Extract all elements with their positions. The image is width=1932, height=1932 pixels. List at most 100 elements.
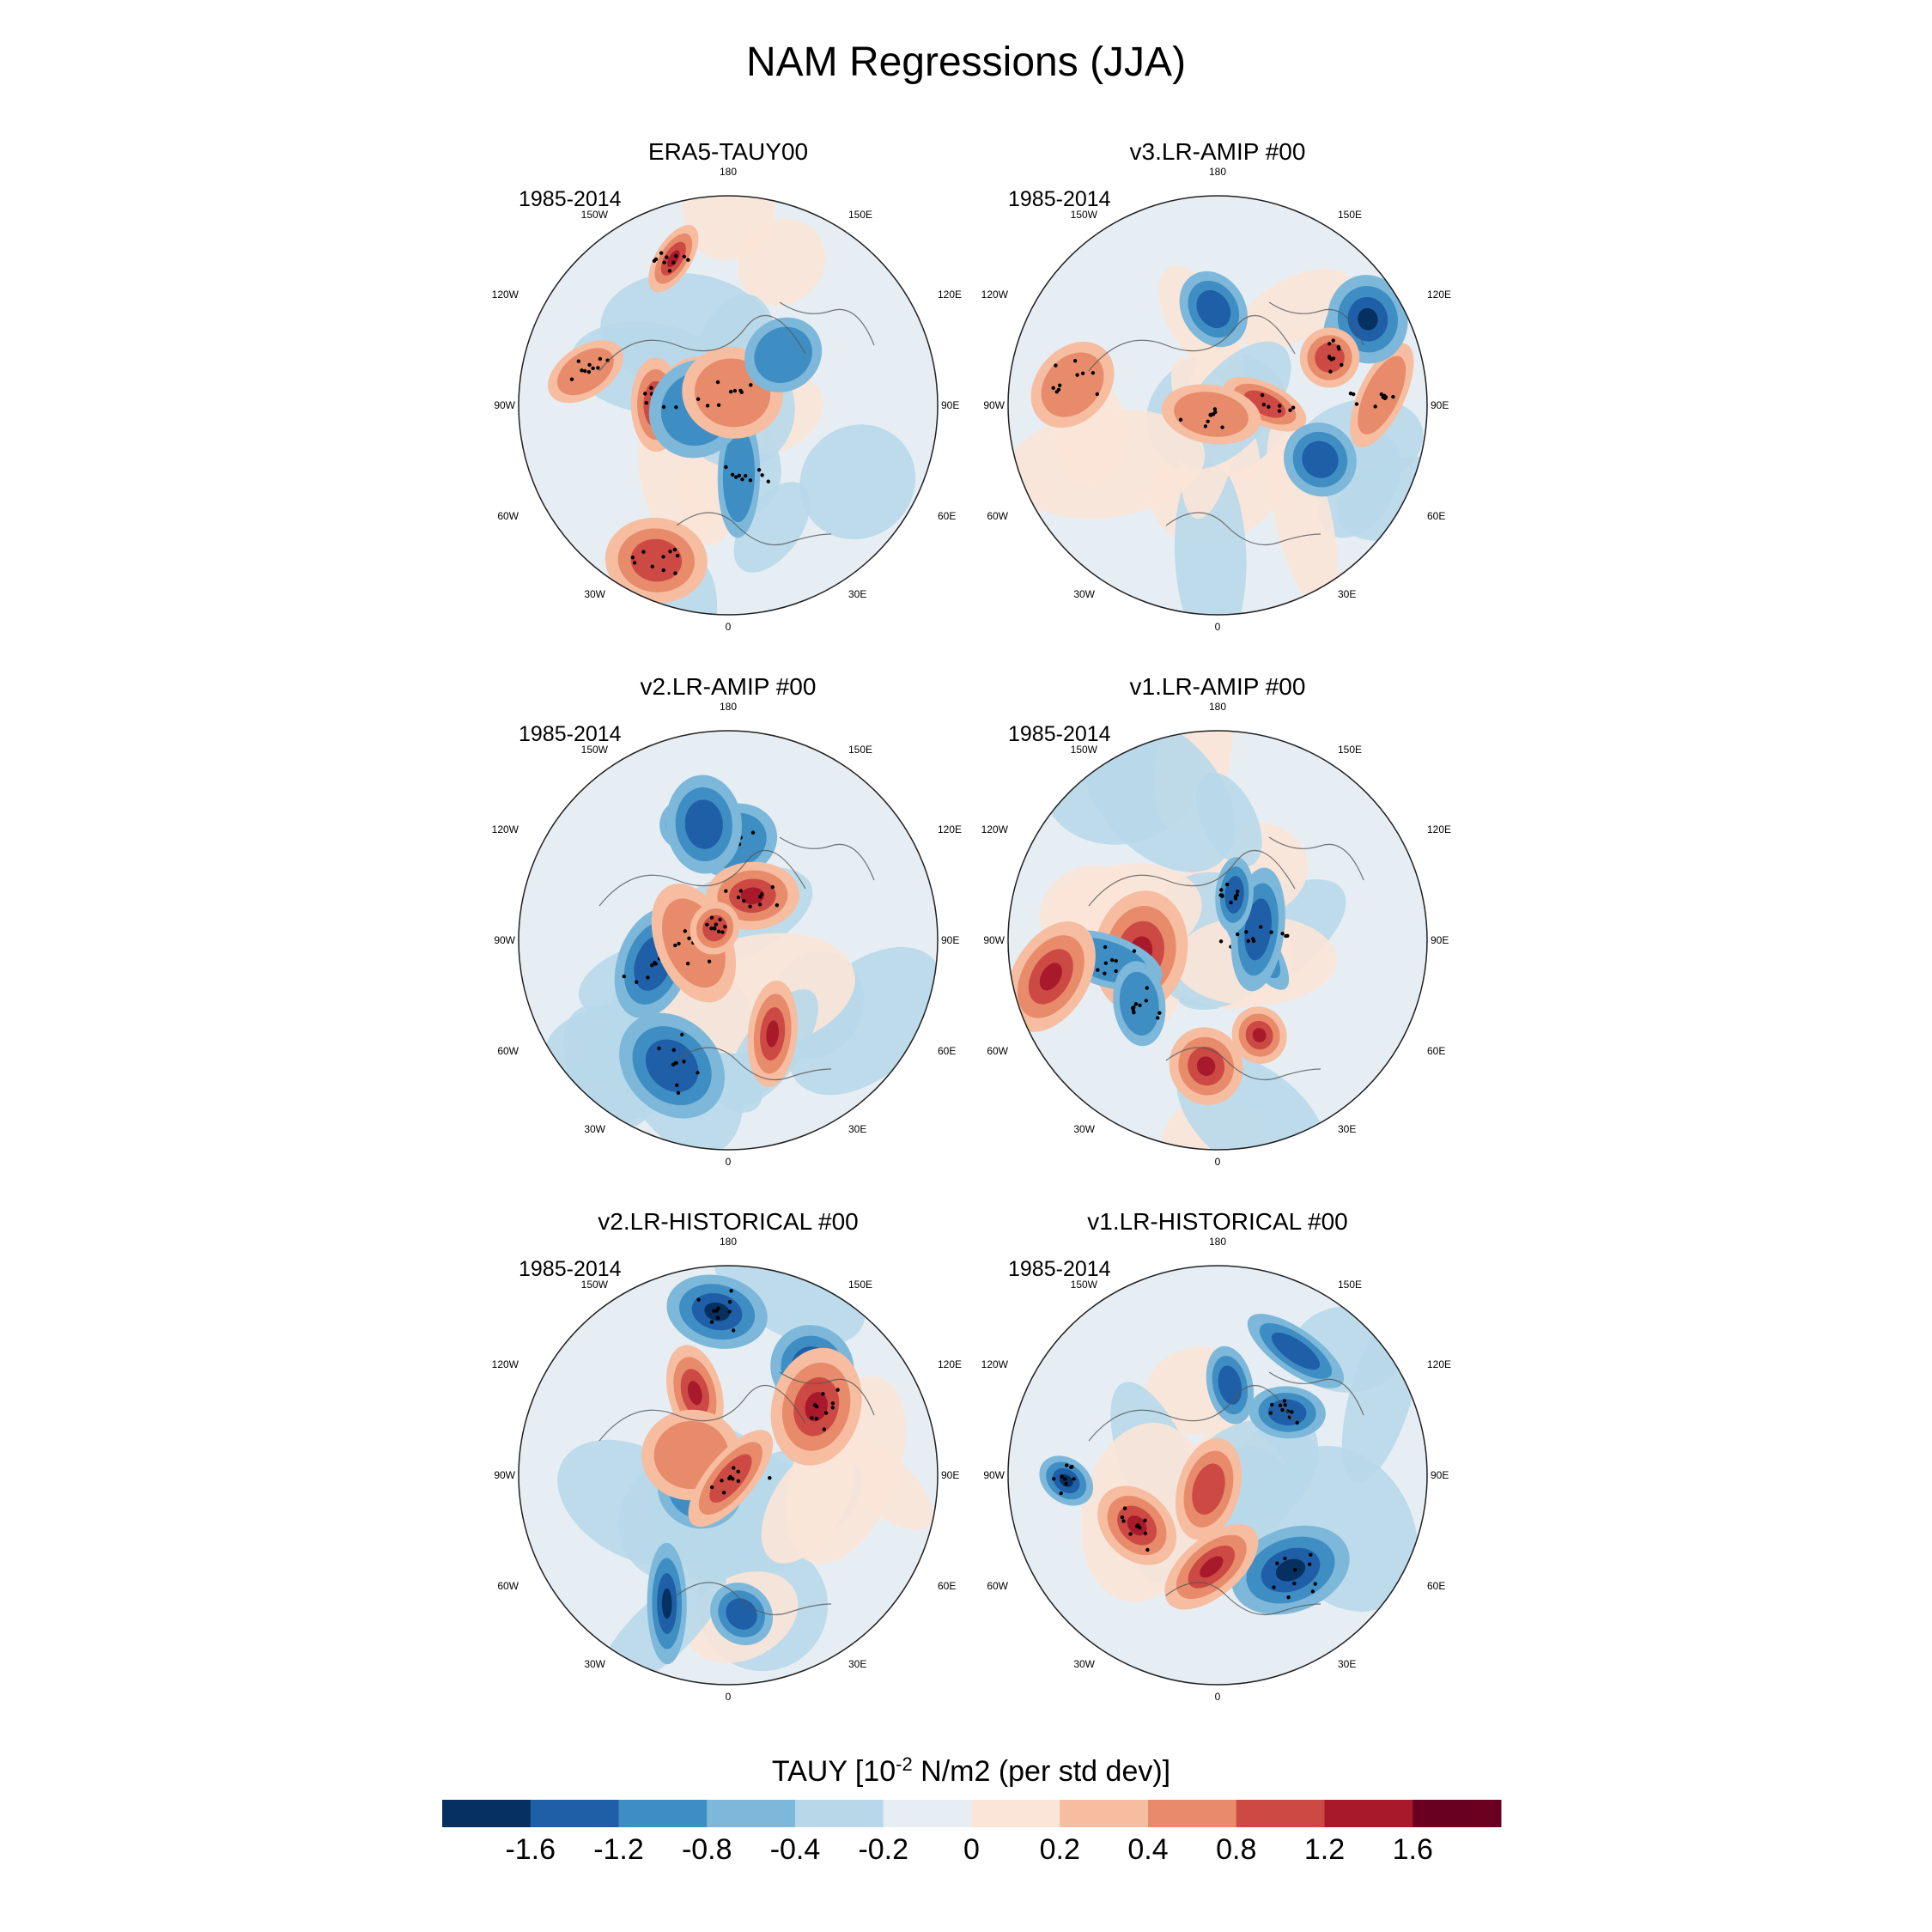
significance-dot	[659, 251, 664, 255]
colorbar-tick-label: -0.4	[770, 1833, 821, 1866]
significance-dot	[644, 400, 648, 405]
significance-dot	[1310, 1589, 1315, 1594]
significance-dot	[1382, 396, 1388, 401]
period-label: 1985-2014	[519, 1257, 622, 1281]
significance-dot	[1354, 402, 1359, 406]
longitude-label: 120E	[1427, 1358, 1451, 1370]
significance-dot	[1229, 900, 1233, 905]
longitude-label: 120W	[492, 1358, 519, 1370]
significance-dot	[635, 980, 639, 984]
significance-dot	[696, 397, 701, 402]
colorbar-title-main: TAUY [10	[772, 1755, 896, 1788]
longitude-label: 90W	[983, 934, 1005, 946]
anomaly-blob	[740, 887, 765, 905]
significance-dot	[743, 473, 748, 478]
longitude-label: 60W	[497, 510, 519, 522]
longitude-label: 180	[1209, 166, 1226, 178]
anomaly-patch	[1195, 772, 1262, 867]
figure-title: NAM Regressions (JJA)	[746, 39, 1186, 85]
significance-dot	[687, 936, 691, 940]
significance-dot	[1236, 889, 1240, 894]
significance-dot	[732, 1466, 736, 1470]
longitude-label: 60W	[987, 1580, 1008, 1592]
significance-dot	[1379, 392, 1384, 397]
significance-dot	[1128, 1532, 1133, 1536]
significance-dot	[716, 929, 721, 934]
significance-dot	[728, 390, 733, 394]
significance-dot	[1219, 888, 1224, 892]
significance-dot	[712, 1309, 716, 1313]
significance-dot	[1072, 1477, 1076, 1481]
colorbar-box	[1148, 1800, 1237, 1827]
significance-dot	[1331, 356, 1336, 361]
significance-dot	[675, 553, 680, 558]
significance-dot	[649, 386, 653, 390]
anomaly-patch	[733, 482, 811, 573]
map-panel: ERA5-TAUY00 1985-2014 180 0 150W 120W 90W 60W 30…	[492, 138, 962, 633]
longitude-label: 180	[1209, 701, 1226, 713]
longitude-label: 60W	[497, 1045, 519, 1057]
significance-dot	[1054, 363, 1058, 368]
longitude-label: 120E	[938, 823, 962, 835]
longitude-label: 0	[726, 621, 732, 633]
map-panel: v1.LR-HISTORICAL #00 1985-2014 180 0 150W 120…	[981, 1208, 1451, 1703]
significance-dot	[713, 927, 717, 931]
significance-dot	[1327, 342, 1332, 346]
significance-dot	[1051, 386, 1055, 391]
significance-dot	[1272, 1585, 1276, 1589]
longitude-label: 150W	[581, 744, 609, 756]
coastline	[1088, 301, 1364, 546]
longitude-label: 120E	[938, 289, 962, 301]
colorbar-tick-label: 0.4	[1127, 1833, 1168, 1866]
longitude-label: 90W	[494, 934, 515, 946]
significance-dot	[1072, 358, 1078, 363]
significance-dot	[1259, 925, 1263, 929]
significance-dot	[1331, 338, 1335, 343]
period-label: 1985-2014	[1008, 722, 1111, 746]
significance-dot	[1114, 958, 1118, 963]
colorbar-tick-label: 1.2	[1304, 1833, 1345, 1866]
significance-dot	[605, 358, 610, 362]
longitude-label: 30E	[1338, 1123, 1356, 1135]
colorbar-box	[442, 1800, 532, 1827]
significance-dot	[1278, 404, 1282, 408]
significance-dot	[1220, 894, 1224, 898]
map-panel: v2.LR-HISTORICAL #00 1985-2014 180 0 150W 120…	[492, 1208, 962, 1703]
map-border	[1007, 195, 1428, 616]
longitude-label: 30W	[1073, 1658, 1095, 1670]
significance-dot	[1224, 882, 1230, 887]
anomaly-blob	[1196, 1056, 1216, 1076]
significance-dot	[661, 568, 665, 573]
significance-dot	[674, 405, 678, 410]
significance-dot	[742, 898, 746, 903]
coastline	[598, 301, 875, 546]
colorbar-tick-label: -0.8	[682, 1833, 732, 1866]
significance-dot	[705, 922, 709, 927]
significance-dot	[1275, 1561, 1279, 1565]
longitude-label: 90W	[494, 1469, 515, 1481]
longitude-label: 90E	[1431, 1469, 1449, 1481]
longitude-label: 150E	[848, 209, 872, 221]
period-label: 1985-2014	[1008, 1257, 1111, 1281]
significance-dot	[696, 1297, 701, 1302]
significance-dot	[632, 561, 637, 565]
significance-dot	[736, 895, 741, 900]
significance-dot	[673, 943, 677, 948]
significance-dot	[731, 1477, 735, 1481]
significance-dot	[1280, 1407, 1285, 1413]
significance-dot	[1212, 407, 1218, 411]
significance-dot	[738, 388, 743, 393]
significance-dot	[1270, 1402, 1274, 1407]
longitude-label: 30E	[1338, 588, 1356, 600]
longitude-label: 30W	[584, 1123, 605, 1135]
colorbar-box	[1413, 1800, 1502, 1827]
significance-dot	[677, 941, 681, 946]
significance-dot	[721, 1491, 726, 1495]
longitude-label: 90E	[1431, 934, 1449, 946]
longitude-label: 150E	[1338, 1279, 1362, 1291]
significance-dot	[1143, 1518, 1147, 1522]
longitude-label: 0	[1215, 1691, 1221, 1703]
significance-dot	[830, 1406, 835, 1410]
significance-dot	[661, 555, 665, 559]
significance-dot	[1288, 408, 1292, 412]
